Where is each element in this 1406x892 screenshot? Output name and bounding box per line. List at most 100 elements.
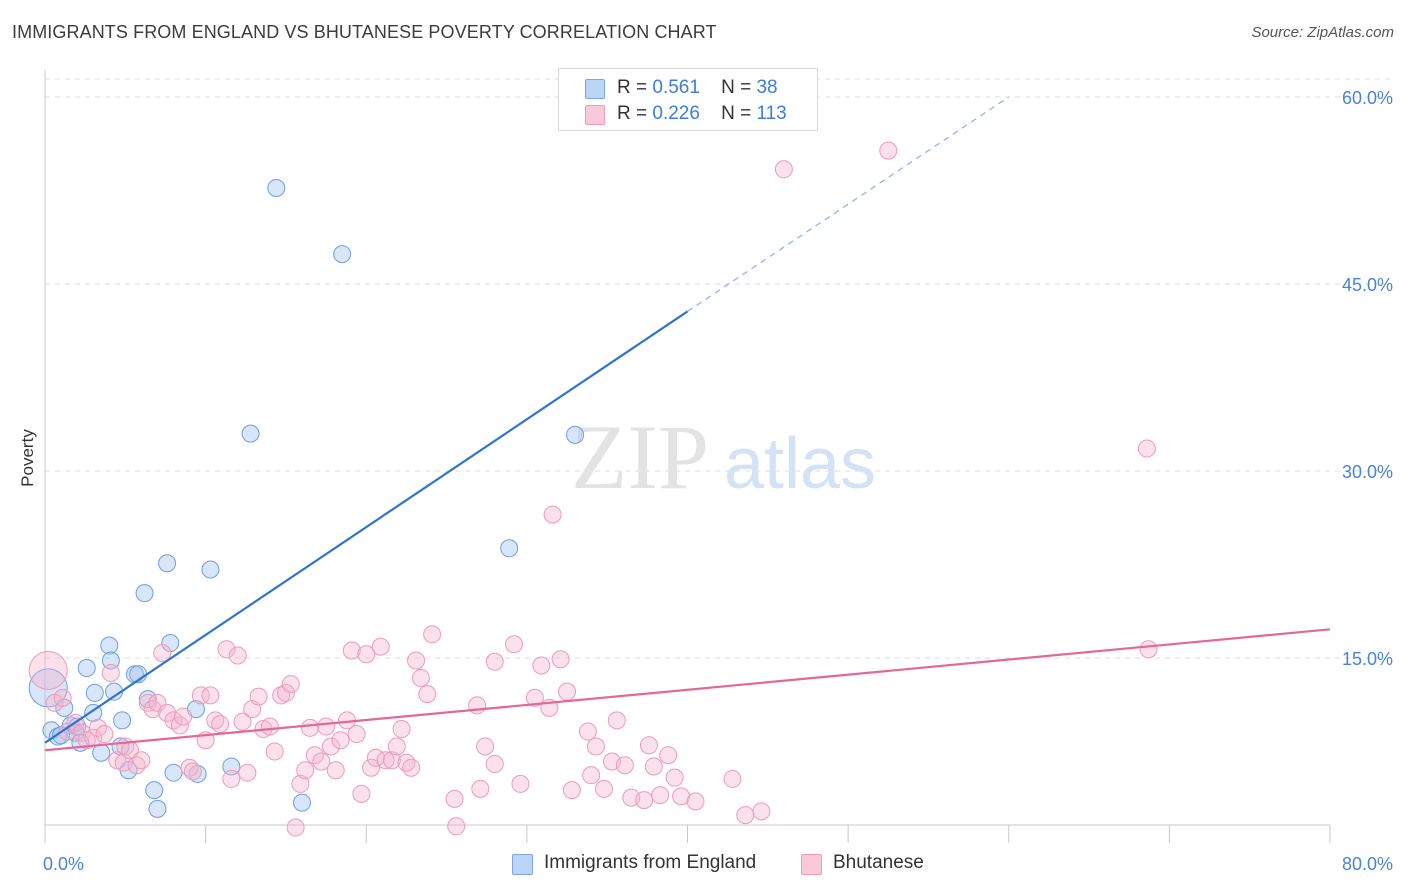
- bhutanese-point: [265, 742, 284, 761]
- bhutanese-point: [525, 688, 544, 707]
- bhutanese-point: [615, 756, 634, 775]
- bhutanese-point: [132, 751, 151, 770]
- y-tick-label: 60.0%: [1342, 88, 1393, 108]
- bhutanese-point: [95, 725, 114, 744]
- bhutanese-point: [276, 683, 295, 702]
- bhutanese-point: [222, 769, 241, 788]
- bhutanese-point: [342, 641, 361, 660]
- bottom-legend-label-england: Immigrants from England: [544, 852, 757, 873]
- bhutanese-point: [326, 761, 345, 780]
- bhutanese-point: [651, 786, 670, 805]
- bhutanese-point: [138, 693, 157, 712]
- bhutanese-point: [238, 763, 257, 782]
- bhutanese-point: [672, 787, 691, 806]
- legend-r-value: 0.226: [652, 103, 700, 124]
- bhutanese-point: [392, 720, 411, 739]
- england-trendline-extension: [687, 96, 1010, 312]
- bhutanese-point: [101, 663, 120, 682]
- england-point: [101, 651, 120, 670]
- bhutanese-point: [1137, 439, 1156, 458]
- axes: [44, 70, 1331, 843]
- legend-r-label: R =: [617, 103, 648, 124]
- bhutanese-point: [558, 682, 577, 701]
- england-point: [113, 711, 132, 730]
- bhutanese-point: [397, 753, 416, 772]
- bhutanese-trendline: [44, 628, 1331, 752]
- bhutanese-point: [143, 700, 162, 719]
- gridlines: [45, 78, 1393, 659]
- england-point: [293, 793, 311, 812]
- legend-n-value: 38: [756, 77, 778, 98]
- y-tick-label: 30.0%: [1342, 462, 1393, 482]
- bhutanese-point: [639, 736, 658, 755]
- bhutanese-point: [260, 717, 279, 736]
- bhutanese-point: [217, 640, 236, 659]
- england-point: [28, 668, 68, 708]
- tick-labels: 15.0% 30.0% 45.0% 60.0% 0.0% 80.0%: [43, 88, 1393, 874]
- england-point: [333, 245, 352, 264]
- bhutanese-point: [659, 746, 678, 765]
- bhutanese-point: [511, 774, 530, 793]
- bhutanese-point: [249, 687, 268, 706]
- x-tick-label: 0.0%: [43, 854, 84, 874]
- bhutanese-point: [402, 758, 421, 777]
- bhutanese-point: [357, 645, 376, 664]
- bhutanese-point: [562, 781, 581, 800]
- bhutanese-point: [183, 762, 202, 781]
- england-point: [100, 636, 119, 655]
- bhutanese-point: [752, 802, 771, 821]
- bhutanese-point: [665, 768, 684, 787]
- correlation-legend: R = 0.561 N = 38 R = 0.226 N = 113: [558, 68, 818, 131]
- england-point: [145, 781, 164, 800]
- legend-n-label: N =: [721, 77, 752, 98]
- bhutanese-point: [447, 817, 466, 836]
- bhutanese-point: [301, 718, 320, 737]
- bhutanese-point: [352, 784, 371, 803]
- england-point: [164, 763, 183, 782]
- england-point: [201, 560, 220, 579]
- legend-n-value: 113: [756, 103, 787, 124]
- bhutanese-point: [543, 505, 562, 524]
- bhutanese-point: [53, 688, 72, 707]
- watermark-atlas: atlas: [724, 424, 876, 504]
- bhutanese-point: [578, 722, 597, 741]
- bhutanese-point: [148, 693, 167, 712]
- england-point: [148, 799, 167, 818]
- y-axis-label: Poverty: [18, 429, 37, 487]
- england-point: [138, 690, 157, 709]
- bhutanese-point: [191, 686, 210, 705]
- y-tick-label: 15.0%: [1342, 649, 1393, 669]
- bhutanese-point: [485, 652, 504, 671]
- bhutanese-point: [331, 731, 350, 750]
- bhutanese-point: [644, 757, 663, 776]
- bhutanese-point: [471, 779, 490, 798]
- bhutanese-point: [347, 725, 366, 744]
- chart-title: IMMIGRANTS FROM ENGLAND VS BHUTANESE POV…: [12, 22, 717, 42]
- legend-n-label: N =: [721, 103, 752, 124]
- england-point: [222, 757, 241, 776]
- bhutanese-point: [505, 635, 524, 654]
- bhutanese-point: [586, 737, 605, 756]
- y-tick-label: 45.0%: [1342, 275, 1393, 295]
- legend-swatch-bhutanese: [585, 105, 605, 125]
- bhutanese-point: [485, 754, 504, 773]
- watermark-zip: ZIP: [571, 406, 709, 508]
- bhutanese-point: [371, 637, 390, 656]
- england-point: [158, 554, 177, 573]
- bhutanese-point: [445, 789, 464, 808]
- bhutanese-point: [423, 625, 442, 644]
- bhutanese-point: [201, 686, 220, 705]
- legend-swatch-england: [585, 79, 605, 99]
- bhutanese-point: [879, 141, 898, 160]
- bhutanese-point: [418, 685, 437, 704]
- england-point: [92, 743, 111, 762]
- bhutanese-point: [723, 769, 742, 788]
- bhutanese-point: [281, 675, 300, 694]
- bhutanese-point: [317, 717, 336, 736]
- legend-r-label: R =: [617, 77, 648, 98]
- bhutanese-point: [211, 715, 230, 734]
- bhutanese-point: [228, 646, 247, 665]
- bhutanese-point: [635, 791, 654, 810]
- bhutanese-point: [291, 774, 310, 793]
